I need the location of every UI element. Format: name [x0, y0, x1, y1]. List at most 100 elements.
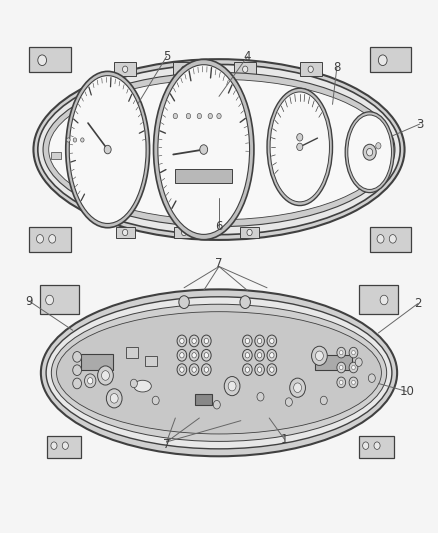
Circle shape: [228, 381, 236, 391]
Ellipse shape: [158, 64, 250, 235]
Circle shape: [173, 114, 177, 119]
Circle shape: [257, 392, 264, 401]
Circle shape: [186, 114, 191, 119]
Circle shape: [255, 335, 265, 347]
Ellipse shape: [41, 289, 397, 456]
Circle shape: [311, 346, 327, 366]
Circle shape: [67, 138, 70, 142]
FancyBboxPatch shape: [81, 354, 113, 370]
Text: 6: 6: [215, 220, 223, 233]
Ellipse shape: [134, 380, 151, 392]
Circle shape: [51, 442, 57, 449]
Circle shape: [189, 335, 199, 347]
Circle shape: [240, 296, 251, 309]
FancyBboxPatch shape: [315, 356, 352, 370]
Circle shape: [376, 143, 381, 149]
Circle shape: [339, 366, 343, 369]
FancyBboxPatch shape: [46, 435, 81, 458]
Circle shape: [81, 138, 84, 142]
Circle shape: [123, 66, 128, 72]
Circle shape: [247, 229, 252, 236]
Circle shape: [85, 374, 96, 387]
Text: 8: 8: [333, 61, 341, 74]
Circle shape: [180, 367, 184, 372]
Circle shape: [177, 364, 187, 375]
Circle shape: [337, 348, 346, 358]
Ellipse shape: [46, 297, 392, 449]
Circle shape: [270, 338, 274, 344]
Ellipse shape: [66, 71, 150, 228]
FancyBboxPatch shape: [114, 62, 136, 76]
Circle shape: [267, 364, 277, 375]
FancyBboxPatch shape: [173, 62, 195, 76]
Circle shape: [104, 146, 111, 154]
Circle shape: [197, 114, 201, 119]
Circle shape: [243, 335, 252, 347]
Circle shape: [106, 389, 122, 408]
Ellipse shape: [43, 72, 395, 227]
Text: 3: 3: [416, 118, 424, 131]
Ellipse shape: [51, 304, 387, 441]
Text: 10: 10: [399, 385, 414, 398]
Circle shape: [293, 383, 301, 392]
Circle shape: [123, 229, 128, 236]
Circle shape: [46, 295, 53, 305]
Circle shape: [245, 367, 250, 372]
FancyBboxPatch shape: [359, 435, 394, 458]
Circle shape: [192, 367, 196, 372]
Circle shape: [352, 351, 355, 355]
Circle shape: [320, 396, 327, 405]
Circle shape: [243, 364, 252, 375]
Ellipse shape: [49, 79, 389, 220]
Circle shape: [368, 374, 375, 382]
Circle shape: [243, 350, 252, 361]
Circle shape: [62, 442, 68, 449]
Circle shape: [267, 350, 277, 361]
Circle shape: [177, 335, 187, 347]
Circle shape: [297, 134, 303, 141]
Circle shape: [245, 353, 250, 358]
Circle shape: [255, 364, 265, 375]
Circle shape: [270, 367, 274, 372]
Circle shape: [192, 338, 196, 344]
FancyBboxPatch shape: [174, 227, 194, 238]
Circle shape: [297, 143, 303, 151]
Circle shape: [349, 377, 358, 387]
FancyBboxPatch shape: [370, 47, 411, 72]
Circle shape: [380, 295, 388, 305]
Circle shape: [349, 348, 358, 358]
Circle shape: [208, 114, 212, 119]
Circle shape: [73, 352, 81, 362]
Circle shape: [204, 338, 208, 344]
Ellipse shape: [270, 92, 329, 202]
Circle shape: [308, 66, 313, 72]
Circle shape: [389, 235, 396, 243]
FancyBboxPatch shape: [195, 394, 212, 405]
FancyBboxPatch shape: [116, 227, 135, 238]
Circle shape: [286, 398, 292, 406]
Circle shape: [73, 365, 81, 375]
Circle shape: [224, 376, 240, 395]
Circle shape: [352, 380, 355, 384]
Circle shape: [258, 367, 262, 372]
Circle shape: [258, 338, 262, 344]
Ellipse shape: [345, 112, 394, 192]
Circle shape: [258, 353, 262, 358]
Circle shape: [255, 350, 265, 361]
Circle shape: [180, 353, 184, 358]
Text: 2: 2: [414, 297, 421, 310]
Circle shape: [204, 353, 208, 358]
Circle shape: [201, 350, 211, 361]
Circle shape: [352, 366, 355, 369]
Circle shape: [315, 351, 323, 361]
Circle shape: [337, 362, 346, 373]
Text: 7: 7: [163, 438, 170, 451]
Text: 9: 9: [25, 295, 33, 308]
Circle shape: [367, 149, 373, 156]
Circle shape: [38, 55, 46, 66]
Text: 5: 5: [163, 50, 170, 63]
Circle shape: [363, 442, 369, 449]
Circle shape: [355, 358, 362, 367]
Circle shape: [349, 362, 358, 373]
Ellipse shape: [57, 312, 381, 434]
